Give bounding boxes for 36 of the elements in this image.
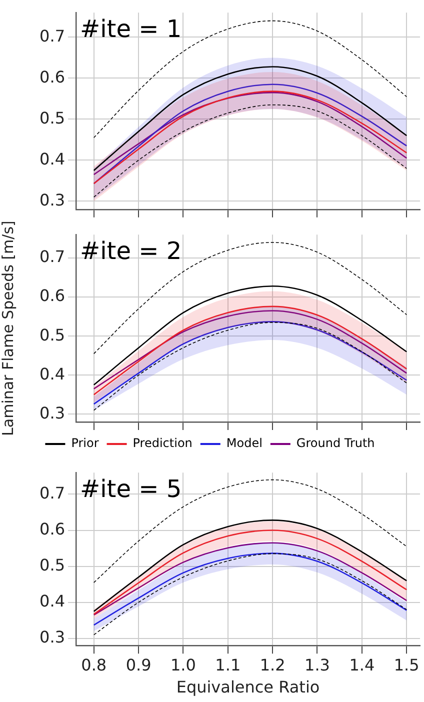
line-series: [93, 285, 408, 386]
legend-label: Prior: [71, 436, 99, 450]
y-tick-label: 0.6: [40, 286, 65, 306]
line-series: [93, 542, 408, 616]
y-tick-label: 0.3: [40, 190, 65, 210]
legend-label: Prediction: [132, 436, 192, 450]
y-tick-label: 0.5: [40, 325, 65, 344]
y-tick-label: 0.7: [40, 247, 65, 266]
chart-title: #ite = 1: [80, 14, 182, 43]
y-tick-label: 0.3: [40, 628, 65, 647]
x-tick-label: 1.1: [215, 655, 241, 674]
legend-label: Ground Truth: [296, 436, 375, 450]
x-axis-title: Equivalence Ratio: [176, 678, 320, 697]
x-tick-label: 1.5: [394, 655, 420, 674]
chart-title: #ite = 2: [80, 236, 182, 265]
x-tick-label: 1.3: [304, 655, 330, 674]
line-series: [93, 66, 408, 172]
y-axis-title: Laminar Flame Speeds [m/s]: [0, 220, 17, 436]
y-tick-label: 0.4: [40, 149, 65, 168]
x-tick-label: 0.9: [126, 655, 152, 674]
chart-title: #ite = 5: [80, 474, 182, 503]
legend-label: Model: [226, 436, 262, 450]
x-tick-label: 0.8: [81, 655, 107, 674]
x-tick-label: 1.2: [260, 655, 286, 674]
y-tick-label: 0.7: [40, 26, 65, 46]
y-tick-label: 0.4: [40, 592, 65, 611]
y-tick-label: 0.5: [40, 555, 65, 574]
y-tick-label: 0.7: [40, 483, 65, 502]
line-series: [93, 104, 407, 198]
x-tick-label: 1.0: [170, 655, 196, 674]
y-tick-label: 0.3: [40, 403, 65, 422]
y-tick-label: 0.5: [40, 108, 65, 128]
y-tick-label: 0.6: [40, 67, 65, 86]
y-tick-label: 0.4: [40, 364, 65, 384]
x-tick-label: 1.4: [349, 655, 375, 674]
y-tick-label: 0.6: [40, 519, 65, 538]
